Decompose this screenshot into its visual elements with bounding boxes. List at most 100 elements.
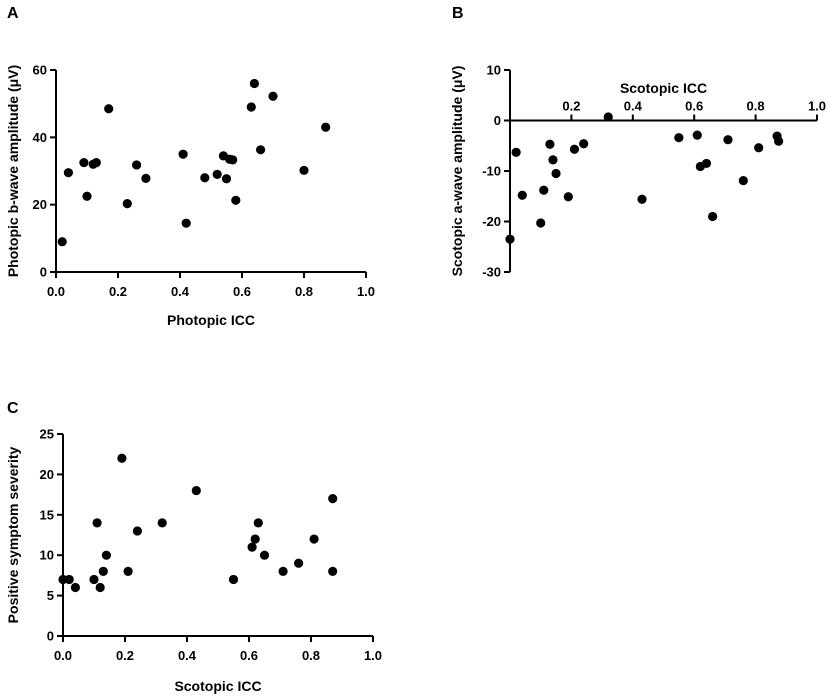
data-point-b: [545, 139, 555, 149]
data-point-c: [98, 566, 108, 576]
data-point-c: [157, 518, 167, 528]
x-tick-label-a: 1.0: [357, 284, 375, 299]
data-point-a: [231, 195, 241, 205]
data-point-c: [228, 574, 239, 585]
data-point-a: [132, 160, 142, 170]
panel-letter-b: B: [452, 5, 464, 22]
data-point-a: [57, 237, 67, 247]
y-tick-label-b: -10: [482, 164, 501, 179]
data-point-a: [82, 191, 92, 201]
data-point-b: [723, 135, 733, 145]
x-tick-label-c: 0.2: [116, 648, 134, 663]
data-point-c: [117, 453, 127, 463]
data-point-c: [309, 534, 319, 544]
y-tick-label-c: 25: [40, 427, 54, 442]
x-tick-label-c: 0.4: [178, 648, 197, 663]
data-point-a: [228, 155, 238, 165]
data-point-a: [249, 78, 259, 89]
data-point-b: [551, 168, 561, 179]
data-point-b: [754, 143, 764, 153]
data-point-c: [328, 494, 338, 504]
x-tick-label-b: 0.4: [624, 99, 643, 114]
data-point-a: [63, 168, 73, 178]
data-point-c: [328, 566, 338, 576]
chart-a: 0 20 40 60 0.0 0.2 0.4 0.6 0.8 1.0 Photopic ICC Pho…: [5, 63, 375, 329]
y-tick-label-c: 20: [40, 467, 54, 482]
data-point-c: [250, 534, 260, 544]
data-point-b: [563, 192, 573, 202]
data-point-c: [132, 526, 142, 536]
data-point-b: [536, 218, 546, 228]
y-tick-label-a: 0: [40, 265, 47, 280]
x-tick-label-a: 0.4: [171, 284, 190, 299]
x-tick-label-a: 0.2: [109, 284, 127, 299]
x-tick-label-a: 0.8: [295, 284, 313, 299]
chart-c: 0 5 10 15 20 25 0.0 0.2 0.4 0.6 0.8 1.0 Scotopic ICC…: [5, 427, 382, 695]
data-point-b: [517, 190, 527, 200]
data-point-b: [701, 158, 712, 169]
data-point-a: [141, 173, 151, 184]
x-tick-label-b: 1.0: [808, 99, 826, 114]
data-point-a: [122, 199, 132, 209]
data-point-c: [259, 550, 270, 560]
y-tick-label-b: -20: [482, 214, 501, 229]
y-axis-title-a: Photopic b-wave amplitude (μV): [5, 65, 21, 277]
x-tick-label-a: 0.0: [47, 284, 65, 299]
x-tick-label-c: 0.8: [302, 648, 320, 663]
y-tick-label-c: 10: [40, 548, 54, 563]
data-point-b: [637, 194, 647, 204]
data-point-a: [79, 157, 89, 168]
data-point-b: [738, 175, 748, 186]
data-point-a: [256, 145, 266, 155]
data-point-a: [246, 102, 256, 112]
data-point-b: [774, 136, 784, 146]
y-tick-label-b: 10: [487, 63, 501, 78]
data-point-a: [221, 174, 232, 184]
data-point-c: [123, 566, 133, 576]
data-point-c: [101, 550, 111, 560]
data-point-a: [104, 104, 114, 114]
data-point-c: [278, 566, 288, 576]
data-point-a: [268, 91, 278, 101]
y-tick-label-a: 60: [33, 63, 47, 78]
data-point-b: [579, 139, 589, 149]
data-point-c: [95, 582, 105, 593]
data-point-a: [91, 157, 101, 168]
x-axis-title-c: Scotopic ICC: [174, 678, 261, 694]
data-point-b: [511, 147, 521, 157]
chart-layer: 0 20 40 60 0.0 0.2 0.4 0.6 0.8 1.0 Photopic ICC Pho…: [5, 63, 826, 695]
y-axis-title-b: Scotopic a-wave amplitude (μV): [449, 66, 465, 277]
data-point-a: [212, 169, 222, 179]
data-point-c: [89, 574, 99, 585]
y-tick-label-c: 15: [40, 507, 54, 522]
x-axis-title-a: Photopic ICC: [167, 312, 255, 328]
y-axis-title-c: Positive symptom severity: [5, 446, 21, 623]
panel-letter-a: A: [7, 5, 19, 22]
y-tick-label-b: 0: [494, 113, 501, 128]
data-point-c: [64, 574, 74, 585]
data-point-a: [181, 218, 191, 228]
data-point-c: [191, 485, 201, 496]
x-tick-label-a: 0.6: [233, 284, 251, 299]
data-point-b: [505, 234, 515, 244]
x-tick-label-c: 0.0: [54, 648, 72, 663]
data-point-b: [603, 112, 613, 122]
data-point-c: [247, 542, 257, 552]
data-point-a: [178, 149, 188, 159]
data-point-a: [299, 165, 309, 175]
x-tick-label-c: 1.0: [364, 648, 382, 663]
data-point-c: [294, 558, 304, 568]
data-point-b: [539, 185, 549, 195]
y-tick-label-c: 0: [47, 629, 54, 644]
x-tick-label-b: 0.6: [685, 99, 703, 114]
data-point-c: [253, 518, 263, 528]
panel-letter-c: C: [7, 400, 19, 417]
data-point-b: [692, 130, 702, 140]
data-point-b: [569, 144, 580, 154]
y-tick-label-c: 5: [47, 588, 54, 603]
y-tick-label-a: 20: [33, 197, 47, 212]
data-point-c: [70, 582, 80, 593]
data-point-b: [708, 211, 718, 222]
data-point-a: [321, 122, 331, 132]
data-point-c: [92, 518, 102, 528]
